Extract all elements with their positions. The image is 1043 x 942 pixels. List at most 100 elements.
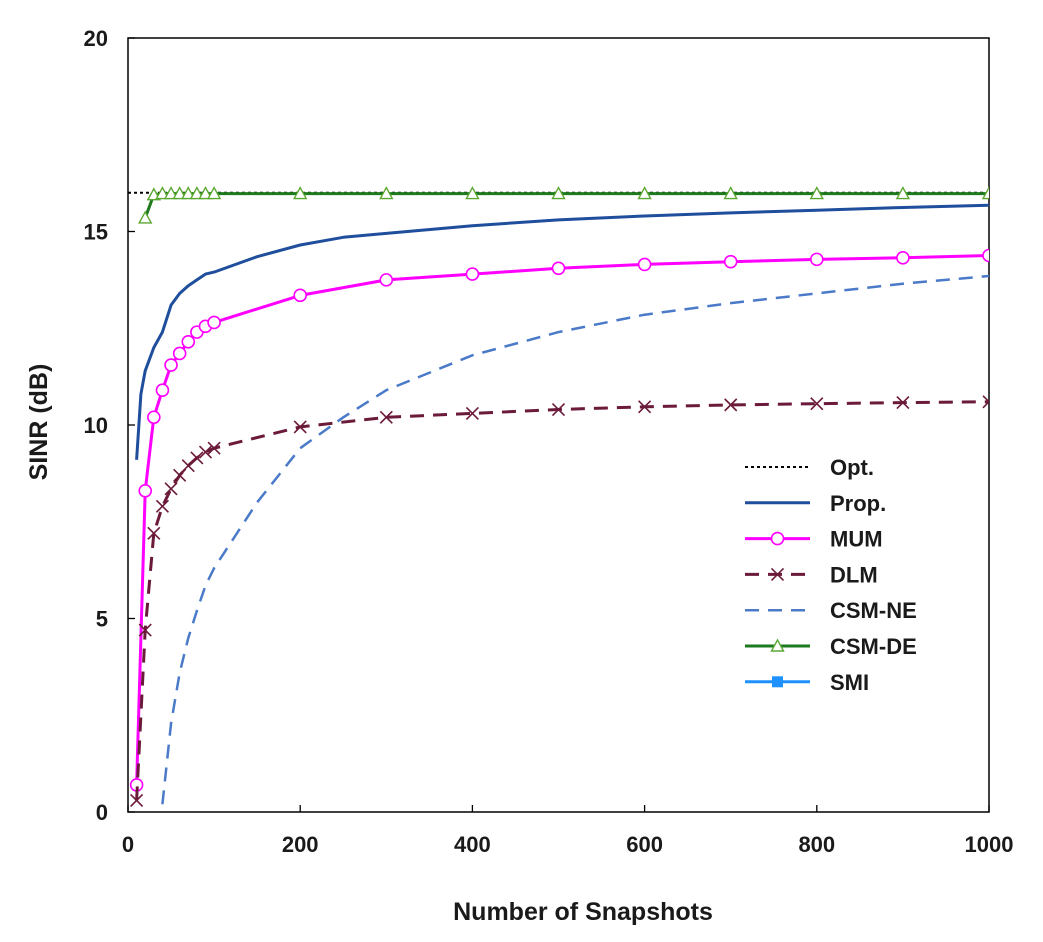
legend-item-csm-de: CSM-DE bbox=[745, 634, 917, 659]
x-axis-label: Number of Snapshots bbox=[453, 898, 713, 926]
data-point-mum bbox=[181, 334, 196, 349]
data-point-csm-de bbox=[138, 210, 153, 224]
data-point-dlm bbox=[155, 499, 170, 513]
data-point-mum bbox=[138, 483, 153, 498]
data-point-dlm-b bbox=[198, 445, 213, 459]
data-point-dlm-b bbox=[810, 397, 824, 411]
data-point-dlm-b bbox=[147, 526, 161, 540]
data-point-csm-de bbox=[465, 186, 480, 200]
plot-frame bbox=[127, 37, 990, 813]
data-point-dlm bbox=[207, 441, 221, 455]
data-point-csm-de bbox=[551, 186, 566, 200]
data-point-dlm bbox=[138, 623, 152, 637]
series-line-mum bbox=[135, 254, 989, 785]
data-point-dlm bbox=[724, 398, 738, 412]
legend: Opt. Prop. MUM DLM CSM-NE CSM-DE SMI bbox=[745, 455, 917, 695]
data-point-dlm bbox=[293, 420, 307, 434]
data-point-csm-de bbox=[155, 186, 170, 200]
axes: 0 200 400 600 800 1000 0 5 10 15 20 bbox=[84, 26, 1014, 857]
data-point-dlm-b bbox=[982, 400, 989, 409]
data-point-mum bbox=[147, 410, 161, 425]
data-point-dlm-b bbox=[138, 623, 152, 637]
series-dlm bbox=[130, 395, 989, 807]
legend-label-smi: SMI bbox=[830, 670, 869, 695]
legend-label-prop: Prop. bbox=[830, 491, 886, 516]
y-axis-label: SINR (dB) bbox=[25, 364, 53, 481]
data-point-dlm bbox=[190, 451, 204, 465]
data-point-mum bbox=[723, 254, 738, 269]
data-point-dlm bbox=[465, 406, 479, 420]
legend-marker-smi bbox=[772, 676, 783, 688]
data-point-csm-de bbox=[723, 186, 738, 200]
data-point-dlm bbox=[551, 402, 566, 417]
data-point-dlm-b bbox=[190, 451, 204, 465]
y-tick-label: 5 bbox=[96, 607, 108, 632]
series-layer bbox=[128, 186, 989, 807]
data-point-mum bbox=[155, 383, 170, 397]
data-point-dlm bbox=[896, 395, 910, 410]
data-point-dlm-a bbox=[982, 395, 989, 403]
data-point-csm-de bbox=[895, 186, 911, 200]
legend-label-mum: MUM bbox=[830, 527, 883, 552]
data-point-csm-de bbox=[189, 186, 205, 200]
y-tick-label: 10 bbox=[84, 413, 108, 438]
legend-marker-mum bbox=[770, 531, 785, 546]
data-point-mum bbox=[164, 358, 178, 372]
x-tick-label: 800 bbox=[798, 832, 835, 857]
y-tick-label: 20 bbox=[84, 26, 108, 51]
y-tick-label: 15 bbox=[84, 220, 108, 245]
legend-item-prop: Prop. bbox=[745, 491, 886, 516]
data-point-csm-de bbox=[809, 186, 824, 200]
x-tick-label: 200 bbox=[282, 832, 319, 857]
data-point-dlm bbox=[147, 526, 161, 540]
data-point-dlm bbox=[810, 397, 824, 411]
data-point-csm-de bbox=[981, 186, 989, 200]
data-point-dlm-b bbox=[896, 395, 910, 410]
data-point-csm-de bbox=[163, 186, 179, 200]
x-tick-label: 0 bbox=[122, 832, 134, 857]
data-point-csm-de bbox=[206, 186, 222, 200]
x-tick-label: 400 bbox=[454, 832, 491, 857]
data-point-dlm-b bbox=[130, 793, 144, 807]
data-point-csm-de bbox=[379, 186, 394, 200]
x-tick-label: 1000 bbox=[965, 832, 1014, 857]
legend-marker-csm-de bbox=[770, 638, 785, 652]
data-point-dlm-b bbox=[465, 406, 479, 420]
series-csm-ne bbox=[161, 274, 989, 805]
data-point-dlm-b bbox=[164, 482, 178, 496]
data-point-dlm bbox=[638, 400, 652, 414]
data-point-mum bbox=[172, 346, 187, 361]
legend-label-dlm: DLM bbox=[830, 562, 878, 587]
data-point-dlm-b bbox=[155, 499, 170, 513]
data-point-mum bbox=[379, 273, 394, 287]
legend-item-mum: MUM bbox=[745, 527, 883, 552]
legend-marker-dlm-b bbox=[770, 567, 785, 581]
data-point-mum bbox=[465, 267, 480, 281]
data-point-mum bbox=[637, 257, 652, 272]
data-point-csm-de bbox=[181, 186, 196, 200]
data-point-dlm bbox=[164, 482, 178, 496]
data-point-mum bbox=[809, 252, 824, 267]
data-point-dlm-b bbox=[638, 400, 652, 414]
series-csm-de bbox=[138, 186, 989, 224]
legend-item-csm-ne: CSM-NE bbox=[745, 598, 917, 623]
data-point-csm-de bbox=[637, 186, 652, 200]
data-point-dlm-b bbox=[551, 402, 566, 417]
series-mum bbox=[129, 248, 989, 792]
data-point-mum bbox=[896, 251, 910, 265]
series-prop bbox=[135, 203, 989, 460]
data-point-mum bbox=[551, 261, 566, 276]
legend-item-dlm: DLM bbox=[745, 562, 878, 587]
legend-label-csm-de: CSM-DE bbox=[830, 634, 917, 659]
data-point-csm-de bbox=[172, 186, 187, 200]
legend-label-csm-ne: CSM-NE bbox=[830, 598, 917, 623]
data-point-dlm bbox=[982, 395, 989, 409]
data-point-dlm bbox=[198, 445, 213, 459]
data-point-csm-de bbox=[198, 186, 213, 200]
legend-item-smi: SMI bbox=[745, 670, 869, 695]
legend-marker-dlm bbox=[770, 567, 785, 581]
legend-item-opt: Opt. bbox=[745, 455, 874, 480]
series-line-csm-de bbox=[143, 192, 989, 219]
x-tick-label: 600 bbox=[626, 832, 663, 857]
